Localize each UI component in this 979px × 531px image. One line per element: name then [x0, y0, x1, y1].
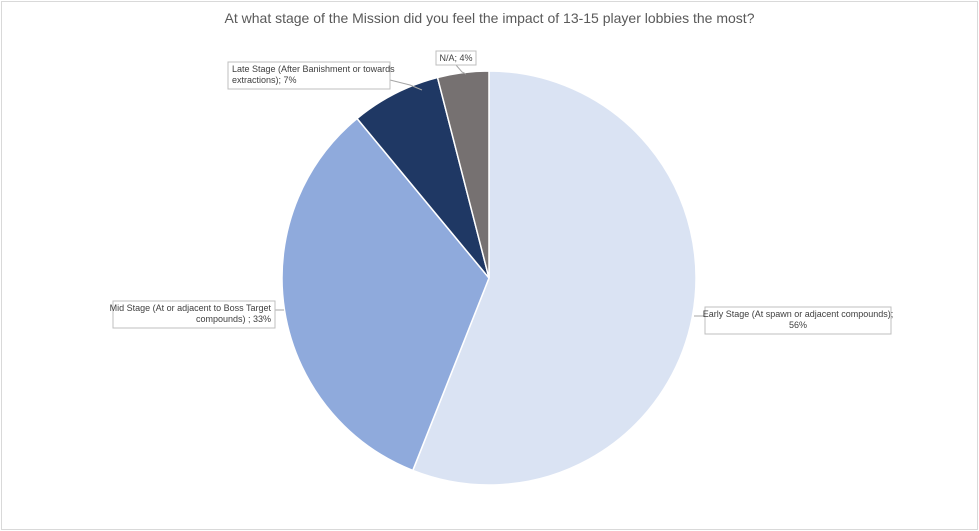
data-label-1-line-1: Early Stage (At spawn or adjacent compou… — [703, 309, 894, 319]
data-label-4-line-1: N/A; 4% — [439, 53, 472, 63]
data-label-box-1 — [704, 306, 892, 335]
data-label-3-line-2: extractions); 7% — [232, 75, 297, 85]
data-label-2-line-2: compounds) ; 33% — [196, 314, 271, 324]
data-label-box-2 — [112, 300, 276, 329]
leader-line-4 — [455, 64, 467, 75]
data-label-1-line-2: 56% — [789, 320, 807, 330]
data-label-2-line-1: Mid Stage (At or adjacent to Boss Target — [110, 303, 272, 313]
data-label-box-4 — [435, 50, 477, 66]
leader-line-3 — [389, 79, 423, 91]
pie-slice-2 — [281, 117, 490, 472]
pie-slice-1 — [411, 70, 697, 486]
chart-title: At what stage of the Mission did you fee… — [224, 10, 755, 26]
data-label-box-3 — [227, 61, 391, 90]
data-label-3-line-1: Late Stage (After Banishment or towards — [232, 64, 395, 74]
